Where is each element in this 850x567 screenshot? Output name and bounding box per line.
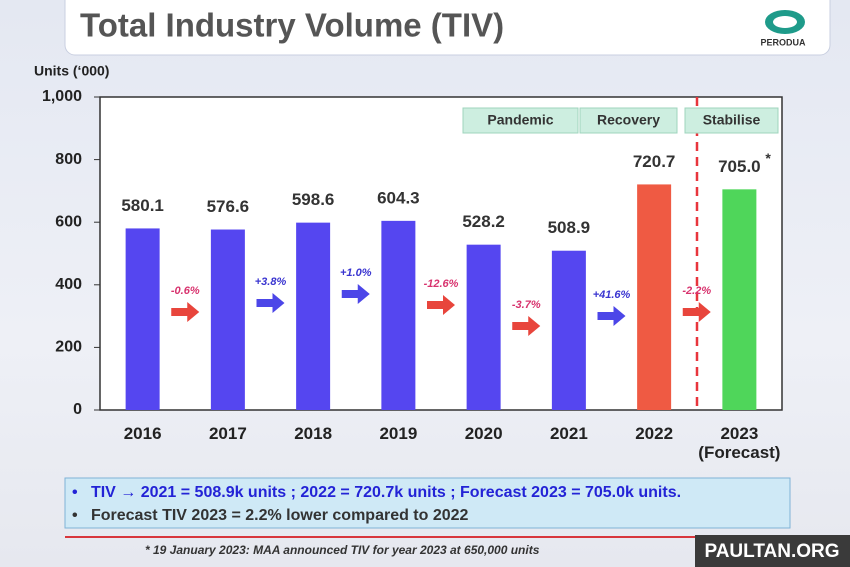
bullet: • Forecast TIV 2023 = 2.2% lower compare… [72, 507, 469, 524]
bar [551, 250, 586, 410]
change-arrow [256, 293, 285, 313]
bar [125, 228, 160, 410]
change-arrow [682, 302, 711, 322]
bar [296, 222, 331, 410]
x-tick-label: 2019 [379, 424, 418, 443]
logo-text: PERODUA [760, 37, 806, 47]
x-tick-label: 2018 [294, 424, 333, 443]
change-label: -2.2% [682, 285, 711, 297]
change-arrow [171, 302, 200, 322]
title-box [64, 0, 831, 56]
y-tick-label: 200 [55, 339, 82, 356]
logo-icon-inner [773, 16, 797, 28]
phase-box [462, 107, 579, 134]
change-arrow [512, 316, 541, 336]
watermark-box [695, 535, 850, 567]
change-label: -3.7% [512, 299, 541, 311]
y-tick-label: 1,000 [42, 88, 82, 105]
phase-box [579, 107, 678, 134]
bar [381, 220, 416, 410]
phase-box [684, 107, 779, 134]
change-arrow [597, 306, 626, 326]
change-label: -12.6% [424, 278, 459, 290]
bullet-text: TIV → 2021 = 508.9k units ; 2022 = 720.7… [90, 484, 682, 501]
value-label: 580.1 [121, 196, 164, 215]
bar [466, 244, 501, 410]
watermark: PAULTAN.ORG [704, 541, 839, 562]
x-tick-label: 2016 [123, 424, 162, 443]
value-label: 528.2 [462, 212, 505, 231]
value-label: 604.3 [377, 188, 420, 207]
bullet-text: Forecast TIV 2023 = 2.2% lower compared … [90, 507, 469, 524]
x-tick-label: 2023 (Forecast) [698, 424, 781, 462]
x-tick-label: 2020 [464, 424, 503, 443]
value-label: 705.0 [718, 157, 761, 176]
change-label: +3.8% [255, 276, 287, 288]
value-label: 720.7 [633, 152, 676, 171]
x-tick-label: 2022 [635, 424, 674, 443]
change-label: +41.6% [593, 289, 631, 301]
bar [210, 229, 245, 410]
change-arrow [341, 284, 370, 304]
y-tick-label: 600 [55, 213, 82, 230]
x-tick-label: 2021 [549, 424, 588, 443]
value-label: 508.9 [548, 218, 591, 237]
phase-label: Stabilise [703, 112, 761, 128]
plot-area [99, 96, 783, 411]
bar [637, 184, 672, 410]
change-arrow [427, 295, 455, 315]
y-tick-label: 800 [55, 151, 82, 168]
y-tick-label: 0 [73, 401, 82, 418]
title: Total Industry Volume (TIV) [80, 7, 504, 44]
phase-label: Recovery [597, 112, 660, 128]
change-label: -0.6% [171, 285, 200, 297]
footnote: * 19 January 2023: MAA announced TIV for… [145, 543, 540, 557]
change-label: +1.0% [340, 267, 372, 279]
y-tick-label: 400 [55, 276, 82, 293]
bar [722, 189, 757, 410]
forecast-mark: * [765, 150, 771, 166]
bullet: • TIV → 2021 = 508.9k units ; 2022 = 720… [72, 484, 682, 501]
bullet-box [64, 477, 791, 529]
value-label: 598.6 [292, 190, 335, 209]
phase-label: Pandemic [487, 112, 553, 128]
y-axis-label: Units (‘000) [34, 63, 109, 79]
x-tick-label: 2017 [208, 424, 247, 443]
value-label: 576.6 [207, 197, 250, 216]
